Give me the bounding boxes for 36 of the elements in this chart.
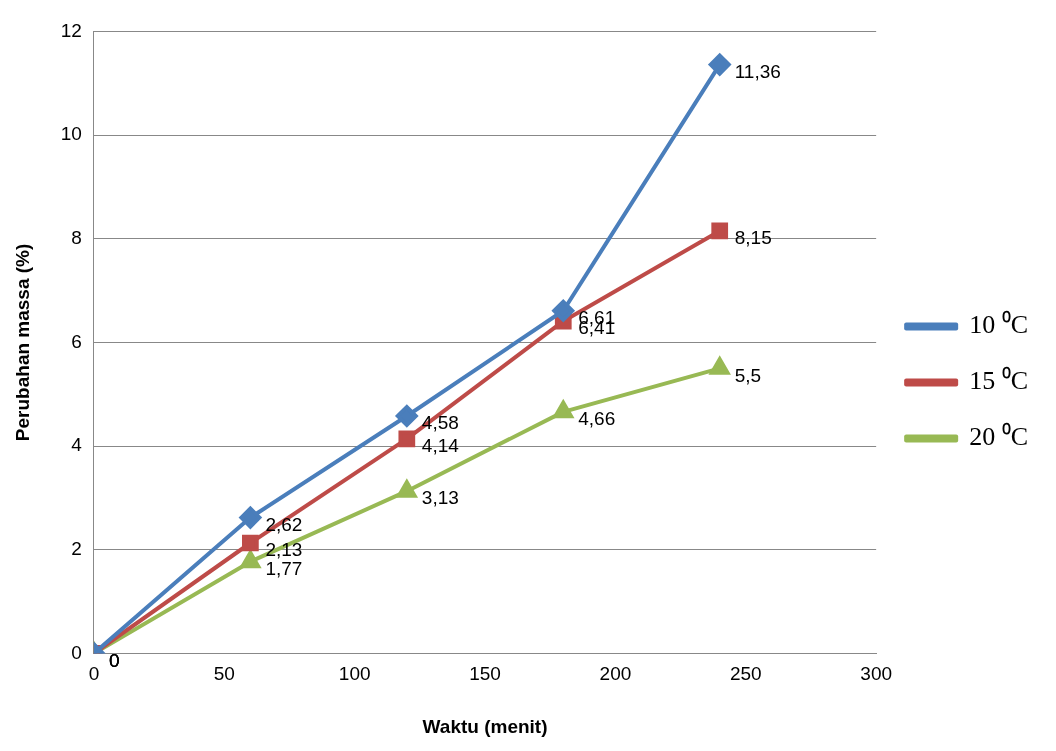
data-label: 4,66 (578, 408, 616, 430)
y-tick-label: 4 (71, 434, 83, 456)
point (711, 222, 729, 240)
data-label: 0 (108, 649, 120, 671)
y-tick-label: 10 (60, 123, 82, 145)
x-tick-label: 50 (213, 663, 235, 685)
x-tick-label: 300 (860, 663, 893, 685)
legend-label: 10 ⁰C (969, 310, 1028, 340)
point (395, 405, 418, 427)
y-tick-label: 8 (71, 226, 82, 248)
y-tick-label: 2 (71, 537, 82, 559)
point (240, 550, 261, 569)
x-tick-label: 100 (338, 663, 371, 685)
data-label: 8,15 (734, 227, 772, 249)
x-tick-label: 250 (729, 663, 762, 685)
point (397, 480, 417, 498)
y-tick-label: 6 (71, 330, 82, 352)
x-tick-label: 200 (599, 663, 632, 685)
legend-label: 20 ⁰C (969, 422, 1028, 452)
data-label: 5,5 (734, 364, 762, 386)
point (552, 299, 575, 322)
y-tick-label: 0 (71, 641, 82, 663)
point (239, 506, 262, 529)
data-label: 3,13 (421, 487, 459, 509)
point (242, 534, 259, 552)
point (709, 357, 730, 375)
y-axis-title: Perubahan massa (%) (11, 243, 33, 442)
x-tick-label: 150 (469, 663, 501, 685)
data-label: 4,14 (421, 435, 460, 457)
x-tick-label: 0 (88, 663, 100, 685)
point (708, 53, 731, 76)
y-tick-label: 12 (60, 19, 82, 41)
legend-label: 15 ⁰C (969, 366, 1028, 396)
x-axis-title: Waktu (menit) (422, 715, 548, 737)
data-label: 11,36 (734, 60, 781, 82)
point (398, 430, 416, 448)
